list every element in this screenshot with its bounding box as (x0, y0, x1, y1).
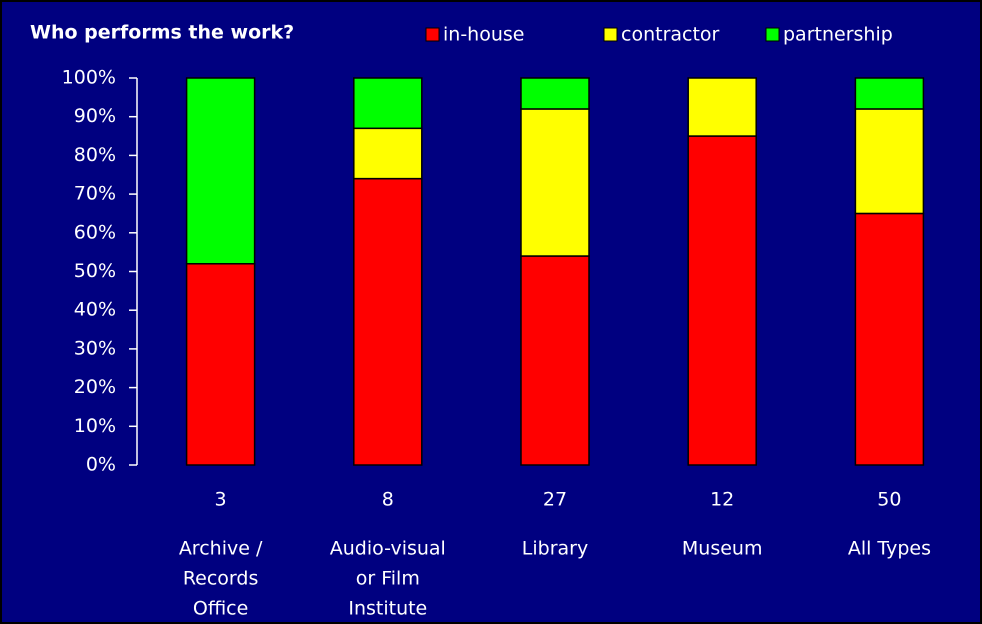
legend-label: contractor (621, 24, 720, 46)
bar-segment (520, 108, 590, 257)
legend-label: partnership (783, 24, 893, 46)
legend-swatch (765, 27, 780, 42)
legend-label: in-house (443, 24, 524, 46)
x-tick-label: Institute (348, 598, 427, 620)
sample-size-label: 12 (710, 489, 734, 511)
bar-segment (520, 255, 590, 466)
x-tick-label: Office (193, 598, 248, 620)
y-tick-label: 10% (74, 415, 116, 437)
x-tick-label: Archive / (179, 538, 263, 560)
x-tick-label: Audio-visual (330, 538, 446, 560)
y-tick-label: 80% (74, 144, 116, 166)
y-tick-label: 50% (74, 260, 116, 282)
bar-segment (854, 108, 925, 215)
bar-segment (520, 77, 590, 110)
bar-segment (185, 77, 256, 265)
bar-segment (185, 263, 256, 466)
y-tick-label: 90% (74, 105, 116, 127)
chart-title: Who performs the work? (30, 22, 294, 44)
legend-swatch (425, 27, 440, 42)
y-tick-label: 30% (74, 337, 116, 359)
bar-segment (854, 77, 925, 110)
bar-segment (353, 127, 423, 180)
sample-size-label: 50 (877, 489, 901, 511)
bar-segment (687, 77, 757, 137)
bar-segment (353, 77, 423, 130)
sample-size-label: 8 (382, 489, 394, 511)
bar-segment (854, 212, 925, 466)
y-tick-label: 40% (74, 299, 116, 321)
y-tick-label: 70% (74, 183, 116, 205)
sample-size-label: 3 (215, 489, 227, 511)
sample-size-label: 27 (543, 489, 567, 511)
y-tick-label: 20% (74, 376, 116, 398)
y-tick-label: 100% (62, 67, 116, 89)
bar-segment (687, 135, 757, 466)
x-tick-label: Library (522, 538, 588, 560)
y-tick-label: 60% (74, 221, 116, 243)
x-tick-label: All Types (848, 538, 931, 560)
legend-swatch (603, 27, 618, 42)
bar-segment (353, 177, 423, 466)
x-tick-label: Records (183, 568, 259, 590)
x-tick-label: or Film (356, 568, 420, 590)
x-tick-label: Museum (682, 538, 763, 560)
y-tick-label: 0% (86, 454, 116, 476)
